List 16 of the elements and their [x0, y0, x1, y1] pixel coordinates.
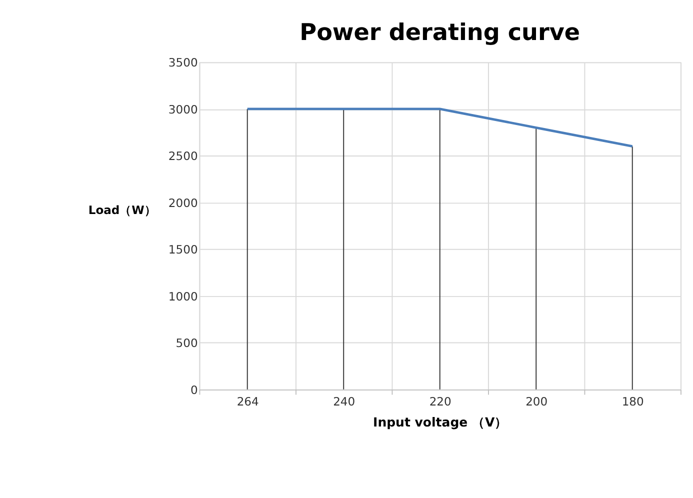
- y-tick-label: 500: [176, 336, 198, 350]
- y-tick-label: 1000: [168, 289, 198, 304]
- y-tick-label: 0: [190, 382, 198, 397]
- x-tick-label: 240: [333, 394, 356, 408]
- chart-title: Power derating curve: [300, 20, 580, 46]
- y-axis-title: Load（W）: [88, 202, 156, 217]
- x-axis-title: Input voltage （V）: [373, 414, 508, 430]
- x-tick-label: 220: [429, 394, 452, 408]
- y-tick-label: 3500: [168, 56, 198, 70]
- y-tick-label: 3000: [168, 102, 198, 116]
- x-tick-label: 200: [526, 394, 548, 408]
- x-tick-label: 180: [622, 394, 644, 408]
- y-tick-label: 2000: [168, 196, 198, 210]
- x-tick-label: 264: [236, 394, 259, 408]
- y-tick-label: 1500: [168, 242, 198, 257]
- y-tick-label: 2500: [168, 149, 198, 164]
